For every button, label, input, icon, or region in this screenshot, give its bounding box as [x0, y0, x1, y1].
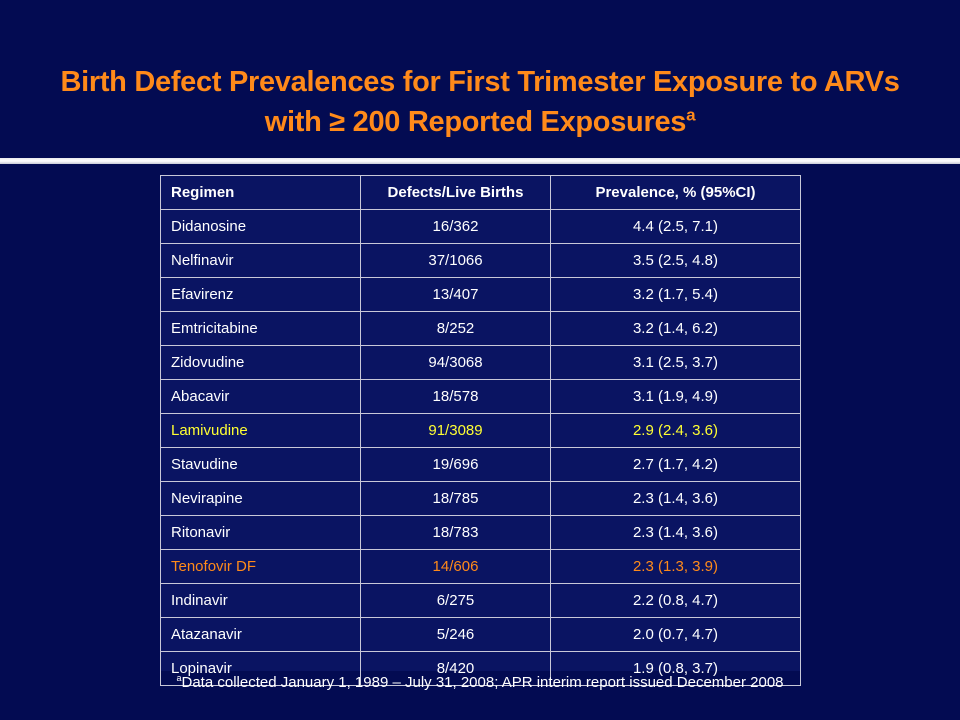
cell-defects: 19/696 [360, 447, 551, 482]
cell-prevalence: 3.1 (1.9, 4.9) [550, 379, 801, 414]
title-superscript: a [686, 105, 696, 125]
cell-defects: 18/783 [360, 515, 551, 550]
table-header-row: Regimen Defects/Live Births Prevalence, … [160, 175, 801, 210]
table-row: Efavirenz 13/407 3.2 (1.7, 5.4) [160, 277, 801, 312]
cell-regimen: Tenofovir DF [160, 549, 361, 584]
cell-regimen: Emtricitabine [160, 311, 361, 346]
cell-prevalence: 2.3 (1.3, 3.9) [550, 549, 801, 584]
cell-prevalence: 3.1 (2.5, 3.7) [550, 345, 801, 380]
table-row: Lamivudine 91/3089 2.9 (2.4, 3.6) [160, 413, 801, 448]
header-prevalence: Prevalence, % (95%CI) [550, 175, 801, 210]
cell-prevalence: 2.0 (0.7, 4.7) [550, 617, 801, 652]
title-line-1: Birth Defect Prevalences for First Trime… [60, 66, 900, 98]
cell-defects: 18/578 [360, 379, 551, 414]
cell-regimen: Abacavir [160, 379, 361, 414]
table-row: Lopinavir 8/420 1.9 (0.8, 3.7) [160, 651, 801, 686]
prevalence-table-container: Regimen Defects/Live Births Prevalence, … [160, 175, 801, 686]
cell-prevalence: 2.3 (1.4, 3.6) [550, 481, 801, 516]
cell-regimen: Nevirapine [160, 481, 361, 516]
table-body: Didanosine 16/362 4.4 (2.5, 7.1) Nelfinavir… [160, 209, 801, 686]
cell-defects: 18/785 [360, 481, 551, 516]
footnote: aData collected January 1, 1989 – July 3… [0, 673, 960, 692]
cell-prevalence: 4.4 (2.5, 7.1) [550, 209, 801, 244]
cell-regimen: Indinavir [160, 583, 361, 618]
header-regimen: Regimen [160, 175, 361, 210]
prevalence-table: Regimen Defects/Live Births Prevalence, … [160, 175, 801, 686]
cell-prevalence: 2.2 (0.8, 4.7) [550, 583, 801, 618]
table-row: Zidovudine 94/3068 3.1 (2.5, 3.7) [160, 345, 801, 380]
cell-prevalence: 2.7 (1.7, 4.2) [550, 447, 801, 482]
cell-regimen: Ritonavir [160, 515, 361, 550]
cell-defects: 5/246 [360, 617, 551, 652]
title-divider [0, 158, 960, 164]
cell-regimen: Efavirenz [160, 277, 361, 312]
cell-prevalence: 2.9 (2.4, 3.6) [550, 413, 801, 448]
cell-regimen: Lopinavir [160, 651, 361, 686]
cell-prevalence: 3.2 (1.4, 6.2) [550, 311, 801, 346]
cell-regimen: Stavudine [160, 447, 361, 482]
title-line-2: with ≥ 200 Reported Exposuresa [20, 102, 940, 142]
cell-prevalence: 2.3 (1.4, 3.6) [550, 515, 801, 550]
cell-prevalence: 1.9 (0.8, 3.7) [550, 651, 801, 686]
cell-defects: 6/275 [360, 583, 551, 618]
cell-prevalence: 3.5 (2.5, 4.8) [550, 243, 801, 278]
cell-regimen: Zidovudine [160, 345, 361, 380]
table-row: Nelfinavir 37/1066 3.5 (2.5, 4.8) [160, 243, 801, 278]
cell-defects: 8/420 [360, 651, 551, 686]
footnote-marker: a [176, 673, 182, 683]
table-row: Emtricitabine 8/252 3.2 (1.4, 6.2) [160, 311, 801, 346]
slide-title: Birth Defect Prevalences for First Trime… [20, 62, 940, 142]
table-row: Abacavir 18/578 3.1 (1.9, 4.9) [160, 379, 801, 414]
cell-regimen: Lamivudine [160, 413, 361, 448]
table-row: Tenofovir DF 14/606 2.3 (1.3, 3.9) [160, 549, 801, 584]
table-row: Ritonavir 18/783 2.3 (1.4, 3.6) [160, 515, 801, 550]
cell-defects: 8/252 [360, 311, 551, 346]
footnote-text: Data collected January 1, 1989 – July 31… [181, 674, 784, 691]
table-row: Stavudine 19/696 2.7 (1.7, 4.2) [160, 447, 801, 482]
cell-defects: 37/1066 [360, 243, 551, 278]
header-defects: Defects/Live Births [360, 175, 551, 210]
table-row: Atazanavir 5/246 2.0 (0.7, 4.7) [160, 617, 801, 652]
cell-defects: 94/3068 [360, 345, 551, 380]
cell-regimen: Didanosine [160, 209, 361, 244]
cell-defects: 13/407 [360, 277, 551, 312]
cell-prevalence: 3.2 (1.7, 5.4) [550, 277, 801, 312]
title-line-2-text: with ≥ 200 Reported Exposures [264, 106, 687, 138]
cell-defects: 16/362 [360, 209, 551, 244]
cell-defects: 14/606 [360, 549, 551, 584]
table-row: Indinavir 6/275 2.2 (0.8, 4.7) [160, 583, 801, 618]
table-row: Didanosine 16/362 4.4 (2.5, 7.1) [160, 209, 801, 244]
table-row: Nevirapine 18/785 2.3 (1.4, 3.6) [160, 481, 801, 516]
cell-regimen: Atazanavir [160, 617, 361, 652]
cell-regimen: Nelfinavir [160, 243, 361, 278]
cell-defects: 91/3089 [360, 413, 551, 448]
